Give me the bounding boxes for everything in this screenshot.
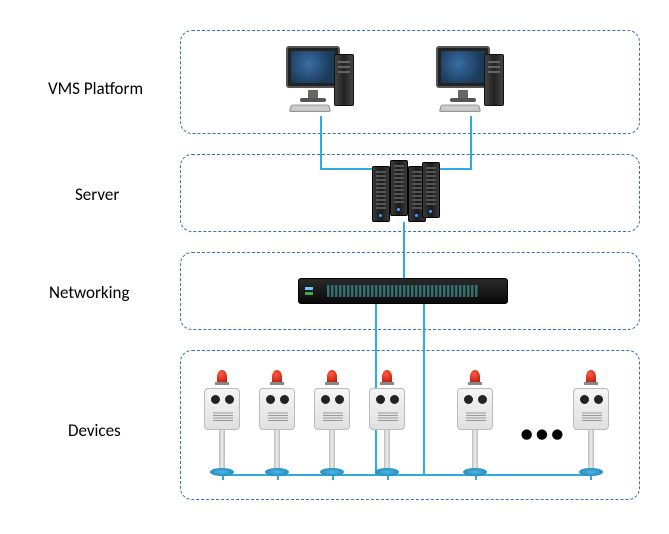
tier-label-devices: Devices xyxy=(68,420,121,441)
tier-label-server: Server xyxy=(75,184,119,205)
tier-box-vms xyxy=(180,30,640,134)
device-icon xyxy=(203,370,241,480)
device-icon xyxy=(456,370,494,480)
network-switch-icon xyxy=(298,278,508,304)
tier-label-vms: VMS Platform xyxy=(48,78,143,99)
pc-icon xyxy=(436,46,506,126)
tier-box-devices xyxy=(180,350,640,500)
device-icon xyxy=(258,370,296,480)
pc-icon xyxy=(286,46,356,126)
ellipsis-icon: ●●● xyxy=(520,420,566,447)
device-icon xyxy=(313,370,351,480)
tier-label-networking: Networking xyxy=(49,282,129,303)
device-icon xyxy=(572,370,610,480)
connection-line xyxy=(423,304,425,476)
server-cluster-icon xyxy=(372,160,436,220)
connection-line xyxy=(403,222,405,280)
device-icon xyxy=(368,370,406,480)
